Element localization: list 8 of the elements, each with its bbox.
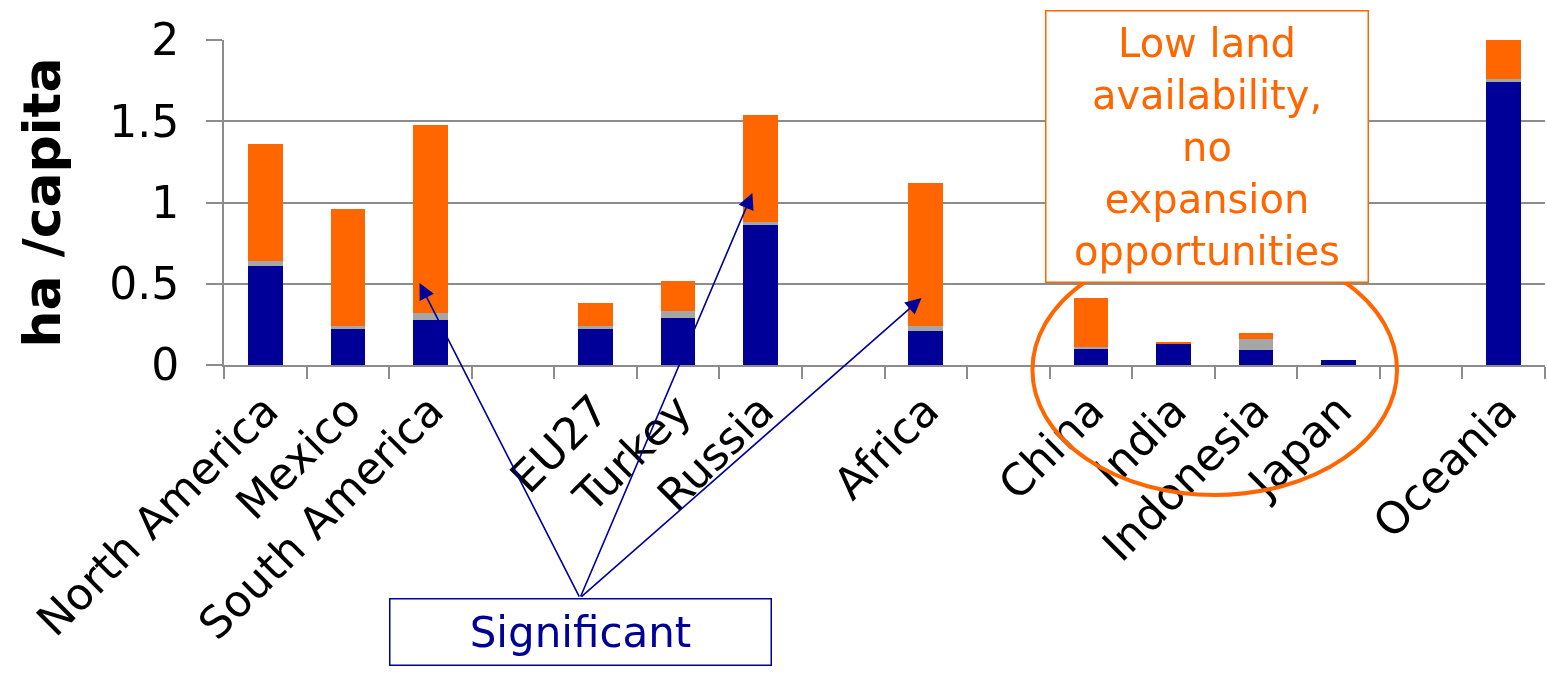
y-tick-label: 2 (151, 14, 180, 66)
annotation: Low land availability, no expansion opportunities (1074, 19, 1340, 274)
y-tick-label: 0.5 (109, 258, 180, 310)
y-tick-label: 1 (151, 176, 180, 228)
y-tick-label: 1.5 (109, 95, 180, 147)
y-tick-label: 0 (151, 339, 180, 391)
text: Significant (469, 607, 692, 657)
y-axis-title: ha /capita (12, 57, 73, 348)
